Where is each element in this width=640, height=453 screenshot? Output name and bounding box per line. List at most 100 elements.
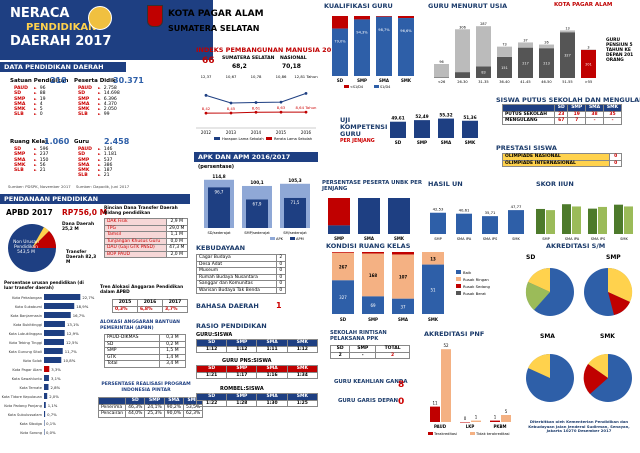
- table-cell: 1:16: [256, 371, 288, 379]
- table-cell: 90,2%: [163, 403, 185, 411]
- bar-value: 35,71: [485, 210, 496, 215]
- bar: [572, 206, 581, 234]
- bar-value: 13: [430, 256, 436, 261]
- table-row: SD SMP SMA SMK: [195, 339, 319, 347]
- table-cell: 29,0 M: [165, 224, 188, 232]
- list-item-value: 386: [103, 162, 113, 168]
- bar-value: 18,9%: [76, 304, 88, 309]
- table-cell: 0: [609, 159, 622, 167]
- footer-text: Diterbitkan oleh Kementerian Pendidikan …: [528, 419, 630, 434]
- prestasi-table: OLIMPIADE NASIONAL 0 OLIMPIADE INTERNASION…: [501, 153, 622, 167]
- pie-slice-transfer: [32, 231, 57, 248]
- bar-value: 0,1%: [46, 421, 56, 426]
- table-cell: OLIMPIADE INTERNASIONAL: [501, 159, 611, 167]
- bar: [376, 16, 392, 17]
- tick-label: SMA IPA: [565, 237, 580, 241]
- bar-value: 96: [439, 60, 443, 64]
- bar: [560, 30, 575, 33]
- list-item-value: 187: [103, 168, 113, 174]
- usia-region: KOTA PAGAR ALAM: [554, 2, 613, 8]
- bar-value: 51: [430, 287, 436, 292]
- point: [229, 101, 233, 105]
- table-cell: 23: [554, 110, 569, 118]
- ukg-title-2: KOMPETENSI: [340, 123, 388, 131]
- province-name: SUMATERA SELATAN: [168, 24, 260, 33]
- ipm-rank: 66: [202, 56, 215, 66]
- point: [279, 110, 283, 114]
- bar-value: 1: [475, 415, 478, 420]
- rintisan-value: 2: [375, 351, 410, 359]
- bar-value: 3: [587, 45, 589, 49]
- arrow-icon: ►: [34, 168, 37, 173]
- bar-value: 100,1: [250, 180, 263, 185]
- kondisi-bar-chart: 267 327 SD 168 69 SMP 107 37 SMA 13 51 SMK Baik Rusak…: [332, 252, 490, 322]
- list-item-value: 1.181: [103, 152, 117, 158]
- rintisan-value: 2: [329, 351, 351, 359]
- hasil-un-title: HASIL UN: [428, 180, 463, 188]
- bar: [44, 420, 45, 426]
- tick-label: SM/sederajat: [283, 231, 307, 235]
- table-cell: BOP PAUD: [104, 250, 167, 258]
- tren-table: 2015 2016 2017 0,3% 6,8% 3,7%: [112, 299, 188, 313]
- tick-label: 31-35: [478, 80, 488, 84]
- peserta-label: Peserta Didik: [74, 78, 116, 84]
- iiun-title: SKOR IIUN: [536, 180, 574, 188]
- bar: [430, 406, 440, 422]
- rintisan-title: SEKOLAH RINTISAN PELAKSANA PPK: [330, 330, 387, 342]
- tren-title: Tren Alokasi Anggaran Pendidikan dalam A…: [100, 285, 184, 295]
- list-item: SD ► 596: [14, 147, 48, 152]
- bar: [388, 198, 410, 234]
- list-item-value: 5: [39, 107, 43, 113]
- list-item: SLB ► 0: [14, 112, 46, 117]
- list-item: SMA ► 150: [14, 158, 48, 163]
- bar: [441, 349, 451, 422]
- table-cell: 1:25: [286, 399, 319, 407]
- urusan-title: Persentase urusan pendidikan (di luar tr…: [4, 280, 84, 290]
- ukg-sub: PER JENJANG: [340, 139, 375, 144]
- legend-swatch: [266, 137, 272, 140]
- pie-smp: [584, 267, 633, 316]
- bar: [284, 197, 306, 228]
- list-item-value: 0: [39, 112, 43, 118]
- bar-value: 0,0%: [46, 430, 56, 435]
- table-cell: 90,0%: [163, 410, 185, 418]
- bar: [560, 32, 575, 78]
- keahlian-value: 8: [398, 380, 405, 390]
- value-label: 10,78: [251, 74, 262, 79]
- list-item-value: 14.698: [103, 91, 120, 97]
- header-title-3: DAERAH 2017: [10, 34, 112, 49]
- bar-value: 71,5: [291, 200, 300, 205]
- tick-label: 41-45: [520, 80, 530, 84]
- legend-label: APK: [276, 237, 284, 241]
- tick-label: SMK: [620, 237, 628, 241]
- putus-title: SISWA PUTUS SEKOLAH DAN MENGULANG: [496, 96, 640, 104]
- bar: [422, 252, 444, 265]
- header-title-2: PENDIDIKAN: [26, 22, 97, 33]
- tick-label: SMA: [379, 78, 390, 83]
- bar-value: 327: [564, 54, 570, 58]
- list-item: SMK ► 56: [14, 163, 48, 168]
- point: [204, 111, 208, 115]
- bar-label: Kota Sukabumi: [15, 305, 42, 309]
- table-cell: 35: [603, 110, 622, 118]
- bar: [476, 26, 491, 67]
- tick-label: SMP: [334, 236, 344, 241]
- list-item-label: SMK: [78, 168, 90, 174]
- bar: [434, 77, 449, 78]
- table-cell: 46,3%: [125, 403, 146, 411]
- list-item: SMP ► 19: [14, 97, 46, 102]
- pie-label-transfer: Transfer Daerah 82,3 M: [66, 250, 97, 265]
- arrow-icon: ►: [34, 152, 37, 157]
- list-item-label: SLB: [14, 112, 24, 118]
- bar: [354, 16, 370, 20]
- rasio-table: SD SMP SMA SMK 1:21 1:17 1:16 1:34: [195, 365, 319, 379]
- table-row: 1:21 1:17 1:16 1:34: [195, 371, 319, 379]
- bar: [44, 357, 62, 363]
- value-label: 10,67: [226, 74, 237, 79]
- bar: [422, 264, 444, 314]
- satuan-list: PAUD ► 96 SD ► 88 SMP ► 19 SMA ► 4 SMK ► 5 SLB ► 0: [14, 86, 46, 118]
- garis-depan-title: GURU GARIS DEPAN: [338, 398, 399, 404]
- rasio-title: RASIO PENDIDIKAN: [196, 322, 267, 330]
- table-cell: -: [603, 117, 622, 125]
